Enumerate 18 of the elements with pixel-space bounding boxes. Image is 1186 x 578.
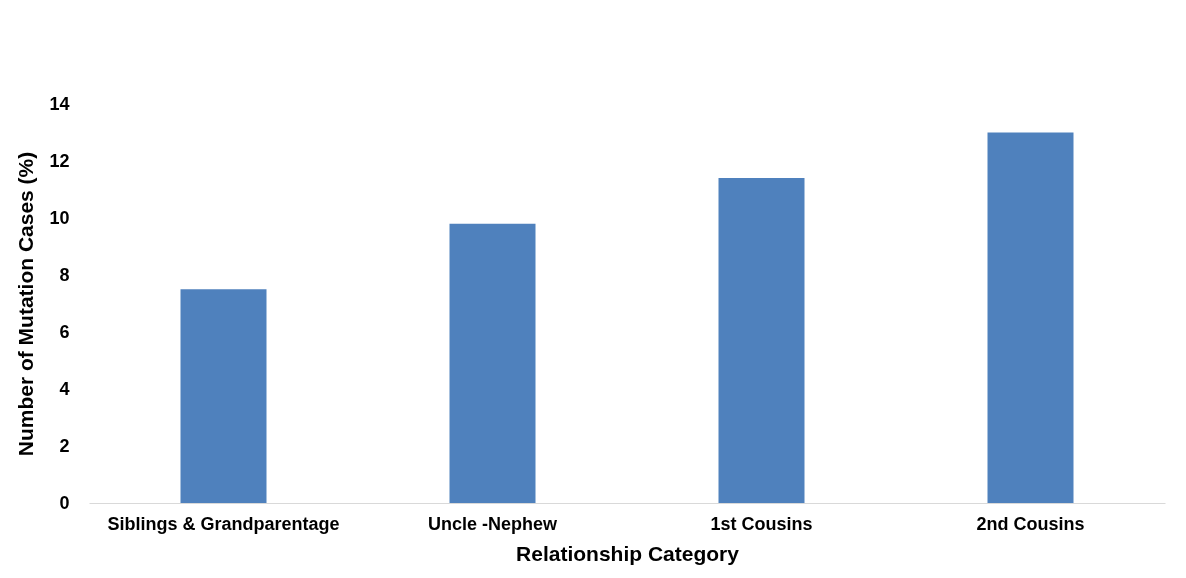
x-tick-label: 2nd Cousins	[976, 513, 1085, 534]
x-tick-label: Siblings & Grandparentage	[107, 513, 340, 534]
x-axis-title: Relationship Category	[516, 541, 740, 565]
y-axis-title: Number of Mutation Cases (%)	[14, 151, 38, 457]
bar	[180, 289, 267, 503]
y-tick-label: 6	[59, 321, 70, 342]
bar	[718, 178, 805, 503]
bar	[987, 132, 1074, 503]
y-tick-label: 8	[59, 264, 70, 285]
y-tick-label: 4	[59, 378, 70, 399]
y-tick-label: 10	[49, 207, 70, 228]
y-tick-label: 0	[59, 492, 70, 513]
y-tick-label: 2	[59, 435, 70, 456]
x-tick-label: 1st Cousins	[710, 513, 813, 534]
y-tick-label: 14	[49, 93, 70, 114]
bar	[449, 223, 536, 503]
y-tick-label: 12	[49, 150, 70, 171]
x-tick-label: Uncle -Nephew	[427, 513, 559, 534]
